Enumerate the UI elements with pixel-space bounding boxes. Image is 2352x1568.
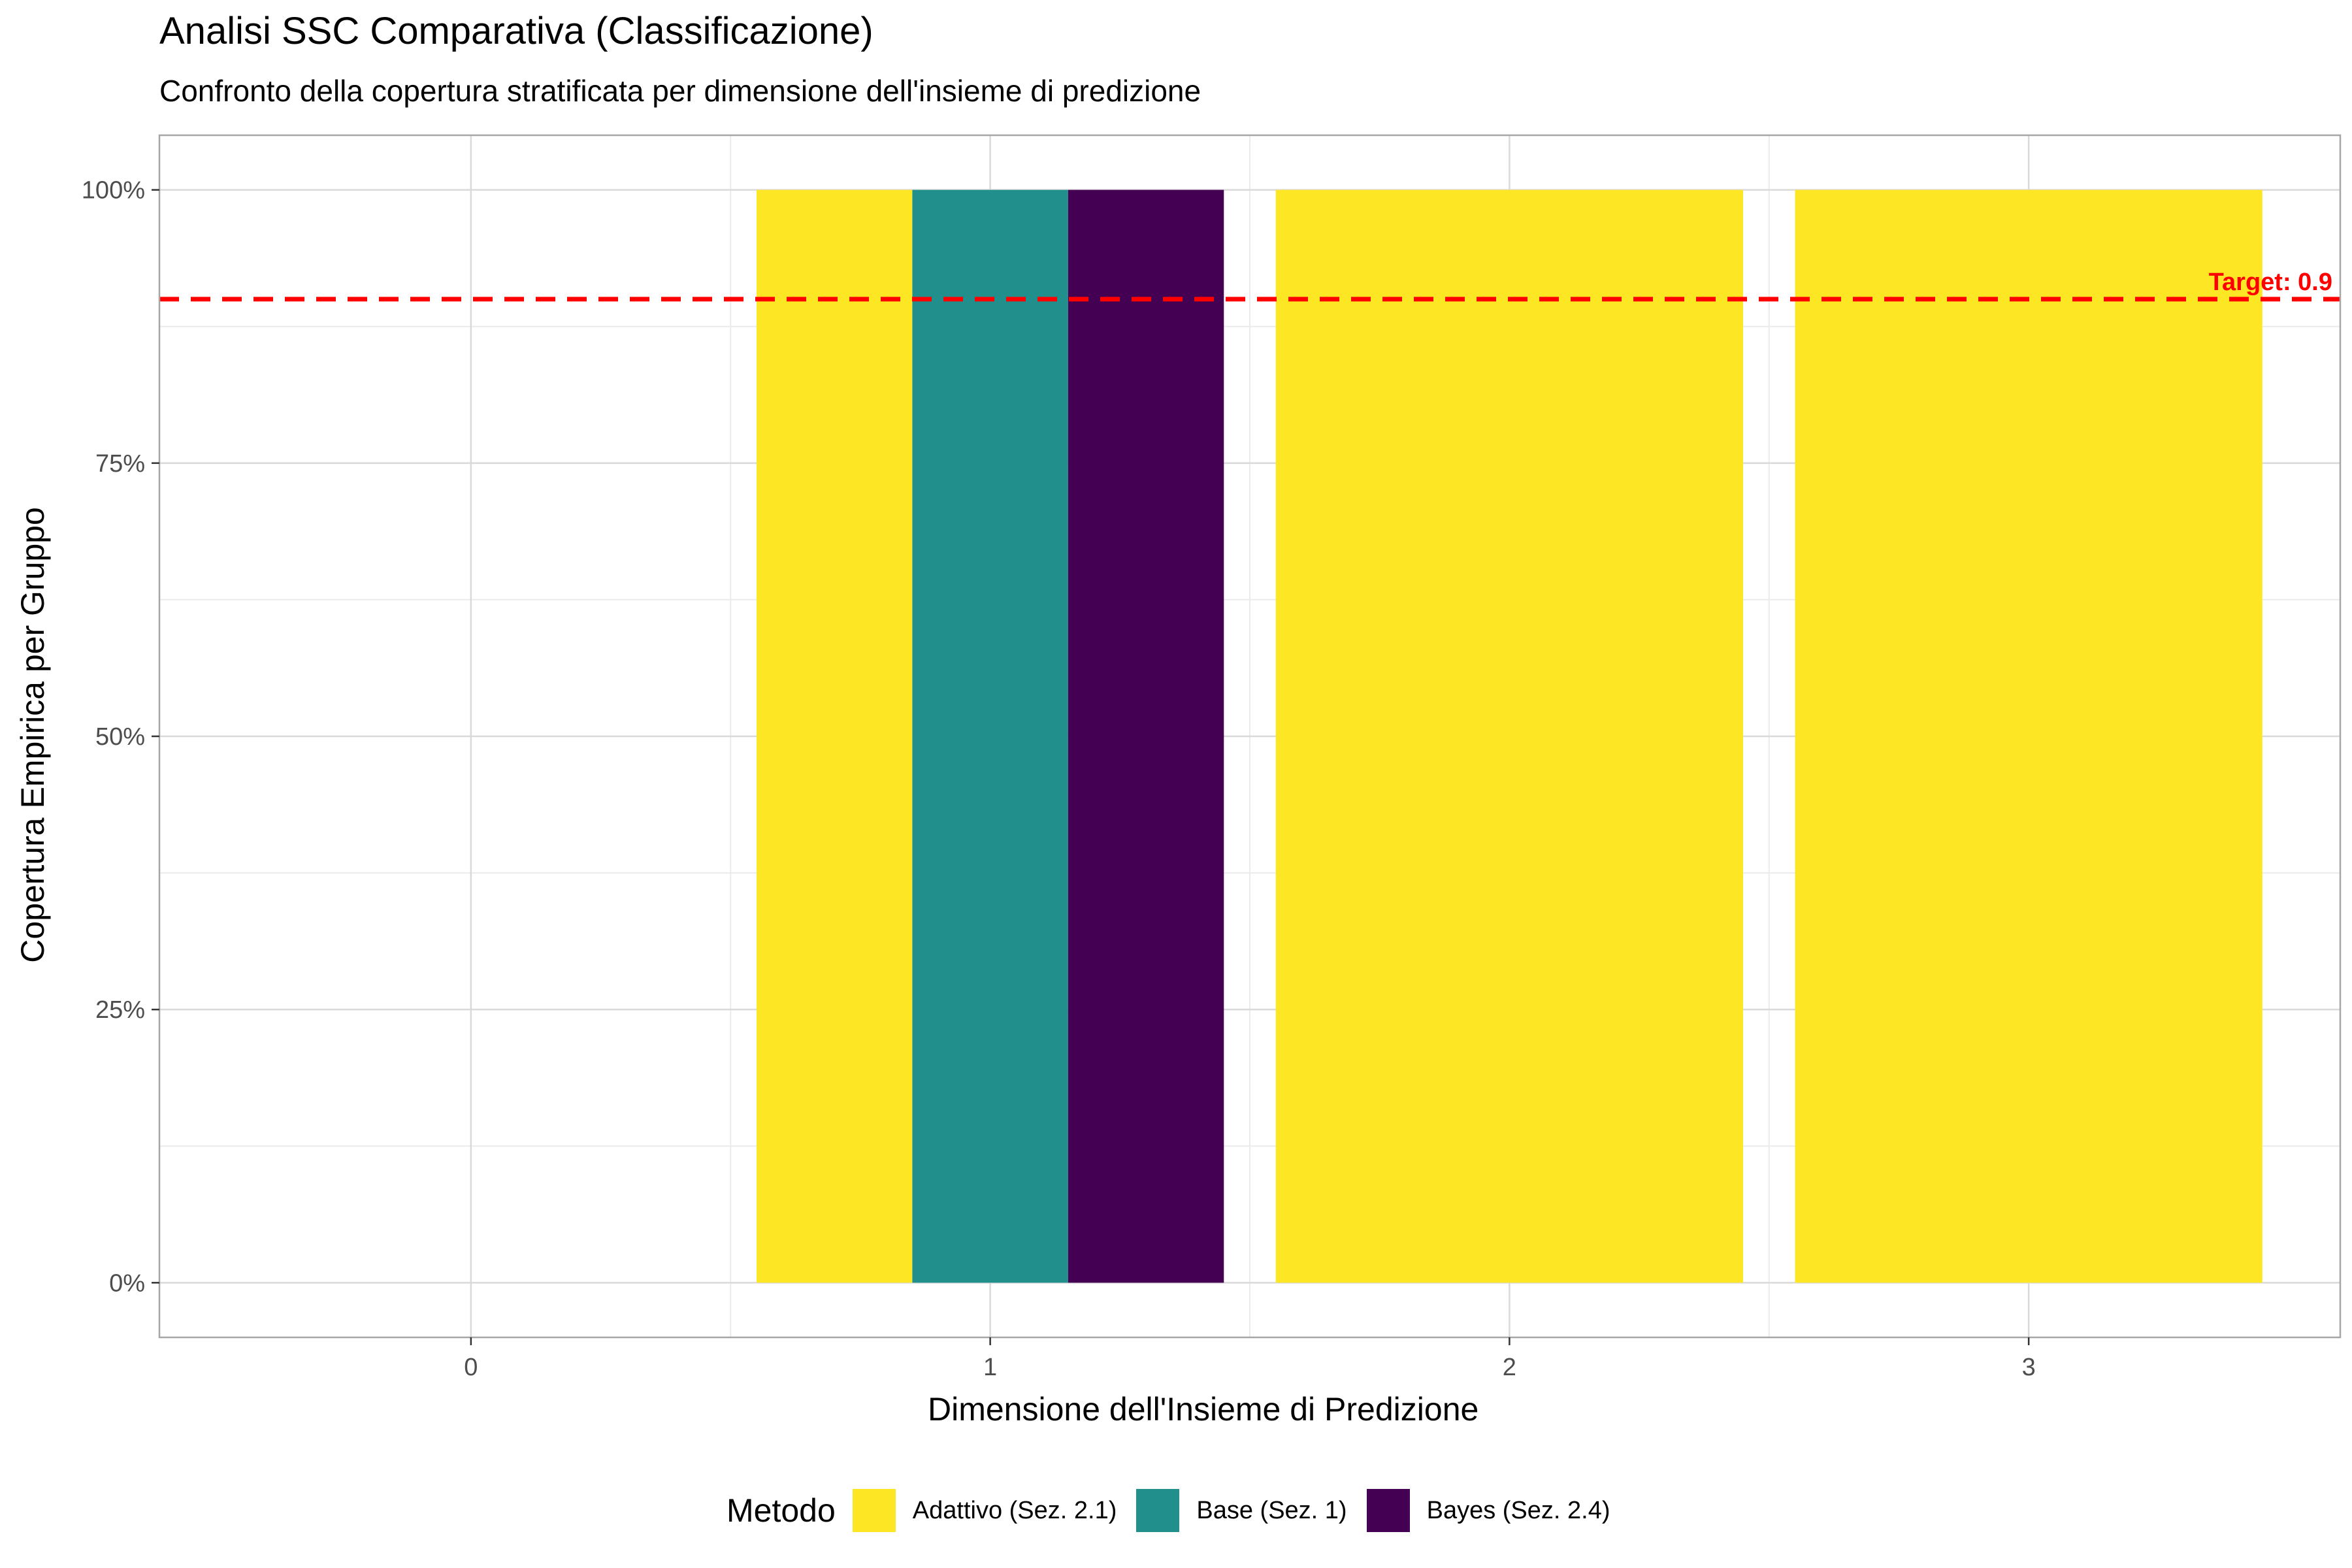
legend-label: Adattivo (Sez. 2.1): [912, 1496, 1117, 1524]
chart-title: Analisi SSC Comparativa (Classificazione…: [159, 10, 874, 52]
legend-swatch: [1366, 1489, 1410, 1532]
legend-item: Bayes (Sez. 2.4): [1366, 1489, 1610, 1532]
x-tick-label: 1: [983, 1354, 997, 1381]
bar: [756, 189, 913, 1283]
bar: [1068, 189, 1224, 1283]
y-tick-label: 25%: [95, 996, 145, 1024]
target-reference-label: Target: 0.9: [2209, 269, 2332, 296]
legend-item: Adattivo (Sez. 2.1): [852, 1489, 1117, 1532]
legend-label: Base (Sez. 1): [1196, 1496, 1347, 1524]
legend: Metodo Adattivo (Sez. 2.1) Base (Sez. 1)…: [727, 1484, 1630, 1537]
legend-swatch: [852, 1489, 896, 1532]
bar: [1795, 189, 2262, 1283]
y-axis-label: Copertura Empirica per Gruppo: [14, 507, 51, 963]
legend-item: Base (Sez. 1): [1136, 1489, 1347, 1532]
chart-subtitle: Confronto della copertura stratificata p…: [159, 74, 1201, 108]
bar: [1275, 189, 1744, 1283]
y-tick-label: 0%: [109, 1269, 145, 1297]
legend-swatch: [1136, 1489, 1180, 1532]
bars: [756, 189, 2262, 1283]
x-axis-label: Dimensione dell'Insieme di Predizione: [928, 1391, 1479, 1428]
x-axis-ticks: 0 1 2 3: [464, 1337, 2036, 1381]
bar: [912, 189, 1068, 1283]
legend-label: Bayes (Sez. 2.4): [1426, 1496, 1610, 1524]
y-tick-label: 100%: [82, 177, 145, 204]
legend-title: Metodo: [727, 1492, 836, 1529]
x-tick-label: 2: [1503, 1354, 1516, 1381]
y-tick-label: 50%: [95, 723, 145, 751]
x-tick-label: 0: [464, 1354, 478, 1381]
y-axis-ticks: 0% 25% 50% 75% 100%: [82, 177, 159, 1297]
x-tick-label: 3: [2022, 1354, 2036, 1381]
y-tick-label: 75%: [95, 450, 145, 478]
reference-line-group: Target: 0.9: [159, 269, 2340, 302]
